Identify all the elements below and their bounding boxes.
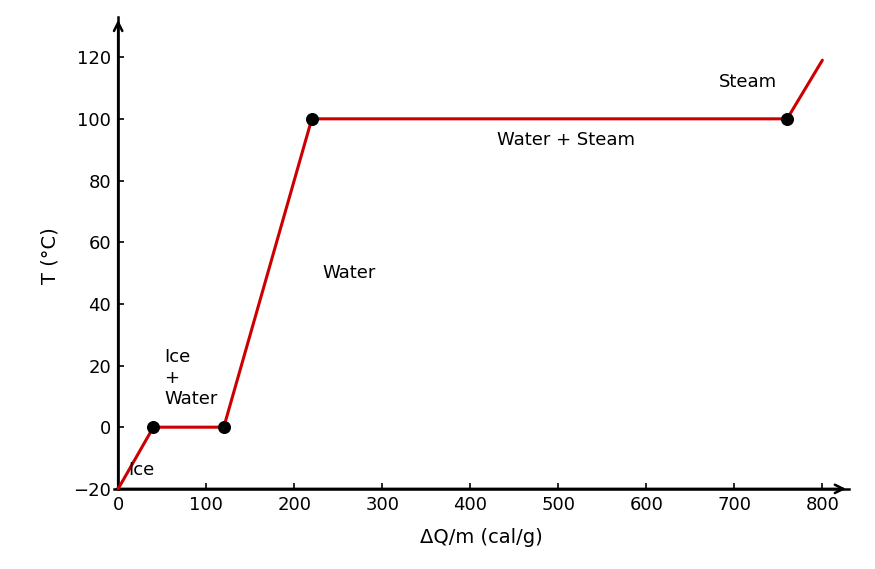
Text: Ice: Ice xyxy=(129,461,155,479)
X-axis label: ΔQ/m (cal/g): ΔQ/m (cal/g) xyxy=(420,527,542,547)
Text: Ice
+
Water: Ice + Water xyxy=(164,348,217,407)
Y-axis label: T (°C): T (°C) xyxy=(40,228,60,284)
Text: Steam: Steam xyxy=(719,73,778,91)
Text: Water: Water xyxy=(322,264,375,282)
Point xyxy=(146,423,160,432)
Point xyxy=(304,114,318,123)
Text: Water + Steam: Water + Steam xyxy=(497,131,634,150)
Point xyxy=(217,423,231,432)
Point xyxy=(780,114,794,123)
